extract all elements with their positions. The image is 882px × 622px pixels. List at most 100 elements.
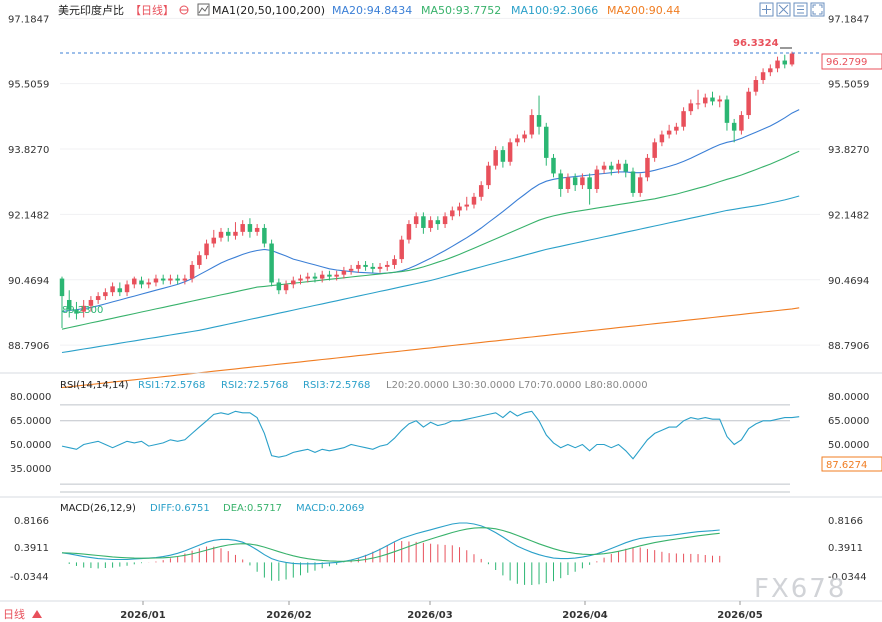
candle <box>601 161 607 174</box>
price-tick-label: 97.1847 <box>8 14 49 25</box>
candle <box>233 222 238 240</box>
macd-right-tick-high: 0.8166 <box>828 516 863 527</box>
candle <box>218 227 224 242</box>
ma100-line <box>61 195 800 354</box>
candle <box>276 278 282 295</box>
candle <box>283 280 289 295</box>
rsi-tick-50: 50.0000 <box>10 440 51 451</box>
candle <box>580 173 585 190</box>
candle <box>392 255 397 269</box>
candle <box>457 202 462 217</box>
candle <box>160 274 166 285</box>
x-axis-label: 2026/04 <box>562 610 607 621</box>
macd-dea-line <box>61 527 720 562</box>
candle <box>478 181 484 201</box>
rsi-right-tick-80: 80.0000 <box>828 392 869 403</box>
candle <box>254 224 260 236</box>
macd-tick-high: 0.8166 <box>14 516 49 527</box>
settings-icon[interactable] <box>793 2 808 17</box>
candle <box>327 270 332 281</box>
price-tick-label-right: 88.7906 <box>828 341 869 352</box>
candle <box>204 239 209 260</box>
footer-period[interactable]: 日线 <box>3 607 25 621</box>
candle <box>775 56 780 73</box>
refresh-icon[interactable] <box>179 5 189 15</box>
candle <box>421 212 426 234</box>
price-tick-label: 93.8270 <box>8 145 49 156</box>
candle <box>471 192 477 209</box>
low-label: 89.2300 <box>62 305 103 316</box>
candle <box>594 165 600 193</box>
candle <box>240 220 245 236</box>
candle <box>746 87 751 119</box>
macd-tick-mid: 0.3911 <box>14 543 49 554</box>
candle <box>507 138 513 166</box>
rsi-panel: RSI(14,14,14) RSI1:72.5768 RSI2:72.5768 … <box>10 380 882 493</box>
candle <box>522 130 527 143</box>
last-price-box <box>821 53 882 70</box>
candle <box>529 109 535 139</box>
macd-value: MACD:0.2069 <box>296 503 364 514</box>
candle <box>544 122 549 166</box>
collapse-icon[interactable] <box>776 2 791 17</box>
candle <box>724 95 730 131</box>
candle <box>399 235 404 263</box>
macd-right-tick-mid: 0.3911 <box>828 543 863 554</box>
period-tag[interactable]: 【日线】 <box>130 3 174 17</box>
candle <box>637 173 643 197</box>
x-axis-label: 2026/03 <box>407 610 452 621</box>
indicator-icon[interactable] <box>197 3 210 16</box>
candle <box>146 278 151 289</box>
candle <box>66 290 72 318</box>
candle <box>695 89 701 110</box>
candle <box>486 161 491 190</box>
expand-icon[interactable] <box>759 2 774 17</box>
rsi-tick-80: 80.0000 <box>10 392 51 403</box>
macd-panel: MACD(26,12,9) DIFF:0.6751 DEA:0.5717 MAC… <box>10 503 867 585</box>
candle <box>500 146 506 168</box>
candle <box>450 206 455 221</box>
rsi-value-label: 87.6274 <box>826 460 867 471</box>
candle <box>189 261 195 283</box>
candle <box>117 282 123 297</box>
candle <box>703 93 708 108</box>
ma-label: MA1(20,50,100,200) <box>212 4 325 17</box>
candle <box>674 122 679 135</box>
candle <box>103 288 108 300</box>
candle <box>182 274 188 285</box>
candle <box>363 261 368 271</box>
candle <box>197 251 202 269</box>
candle <box>551 153 556 178</box>
candle <box>262 224 267 248</box>
price-tick-label-right: 90.4694 <box>828 276 869 287</box>
macd-header: MACD(26,12,9) <box>60 503 136 514</box>
candle <box>124 280 130 297</box>
fullscreen-icon[interactable] <box>810 2 825 17</box>
macd-diff-line <box>61 522 720 565</box>
candle <box>442 212 448 228</box>
price-tick-label-right: 95.5059 <box>828 80 869 91</box>
price-tick-label-right: 92.1482 <box>828 210 869 221</box>
candle <box>247 218 253 238</box>
candle <box>312 272 318 283</box>
candle <box>659 130 665 147</box>
candle <box>739 111 744 135</box>
candle <box>630 167 636 197</box>
macd-dea-value: DEA:0.5717 <box>223 503 282 514</box>
candle <box>515 134 520 147</box>
rsi-right-tick-65: 65.0000 <box>828 416 869 427</box>
candle <box>139 276 144 289</box>
macd-tick-low: -0.0344 <box>10 572 49 583</box>
ma50-value: MA50:93.7752 <box>421 4 501 17</box>
candle <box>74 301 79 320</box>
rsi-value-box <box>821 456 882 472</box>
rsi-header: RSI(14,14,14) <box>60 380 129 391</box>
price-tick-label: 92.1482 <box>8 210 49 221</box>
candle <box>153 274 159 287</box>
price-tick-label-right: 97.1847 <box>828 14 869 25</box>
ma20-value: MA20:94.8434 <box>332 4 412 17</box>
rsi-right-tick-50: 50.0000 <box>828 440 869 451</box>
watermark: FX678 <box>754 574 846 604</box>
rsi3-value: RSI3:72.5768 <box>303 380 370 391</box>
triangle-up-icon[interactable] <box>32 610 42 618</box>
